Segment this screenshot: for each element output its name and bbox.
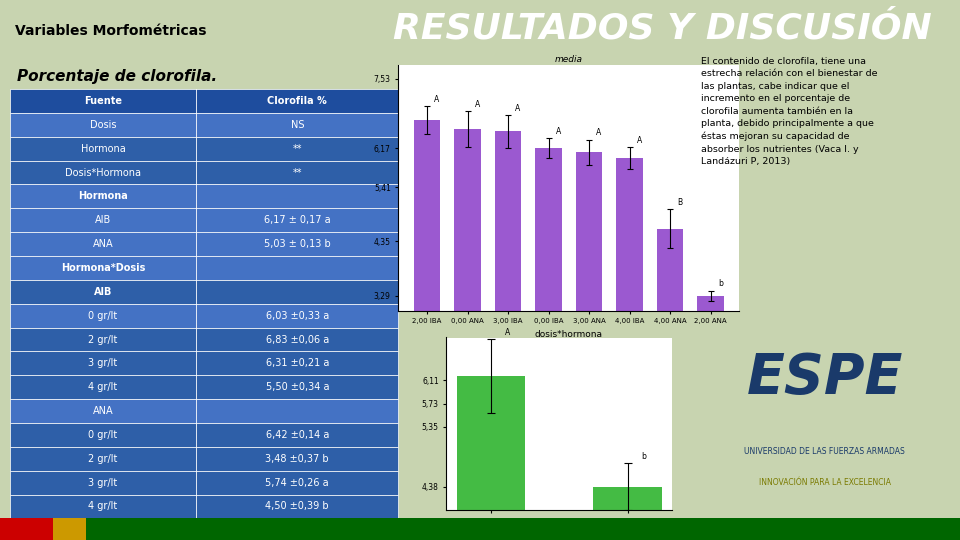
Bar [536,148,562,464]
FancyBboxPatch shape [10,280,398,303]
Text: El contenido de clorofila, tiene una
estrecha relación con el bienestar de
las p: El contenido de clorofila, tiene una est… [701,57,877,166]
Text: Hormona*Dosis: Hormona*Dosis [60,263,145,273]
Text: ESPE: ESPE [747,351,902,405]
FancyBboxPatch shape [10,447,398,471]
Text: A: A [475,100,480,109]
Text: Clorofila %: Clorofila % [268,96,327,106]
Text: A: A [516,104,520,113]
FancyBboxPatch shape [10,256,398,280]
FancyBboxPatch shape [10,495,398,518]
Text: 6,17 ± 0,17 a: 6,17 ± 0,17 a [264,215,330,225]
Text: b: b [641,452,646,461]
Bar [697,296,724,464]
Bar [576,152,602,464]
FancyBboxPatch shape [10,185,398,208]
Text: 2 gr/lt: 2 gr/lt [88,334,117,345]
Text: 4,50 ±0,39 b: 4,50 ±0,39 b [266,502,329,511]
Bar [657,228,684,464]
FancyBboxPatch shape [10,352,398,375]
Text: 0 gr/lt: 0 gr/lt [88,310,117,321]
Text: A: A [596,129,602,138]
Text: B: B [678,198,683,207]
Text: INNOVACIÓN PARA LA EXCELENCIA: INNOVACIÓN PARA LA EXCELENCIA [758,478,891,487]
FancyBboxPatch shape [10,232,398,256]
Text: AIB: AIB [95,215,111,225]
Text: ANA: ANA [92,406,113,416]
Text: 5,50 ±0,34 a: 5,50 ±0,34 a [266,382,329,392]
Bar [414,120,441,464]
Text: 6,83 ±0,06 a: 6,83 ±0,06 a [266,334,329,345]
Text: 5,74 ±0,26 a: 5,74 ±0,26 a [266,477,329,488]
Text: 3,48 ±0,37 b: 3,48 ±0,37 b [266,454,329,464]
Bar [593,487,661,540]
Bar [457,376,525,540]
Text: A: A [556,127,561,136]
Bar [454,129,481,464]
Text: 4 gr/lt: 4 gr/lt [88,382,117,392]
FancyBboxPatch shape [10,423,398,447]
FancyBboxPatch shape [86,518,960,540]
Text: A: A [434,94,440,104]
Bar [616,158,642,464]
Text: 6,31 ±0,21 a: 6,31 ±0,21 a [266,359,329,368]
X-axis label: dosis*hormona: dosis*hormona [535,330,603,339]
Text: A: A [505,328,510,337]
Text: Porcentaje de clorofila.: Porcentaje de clorofila. [17,69,217,84]
Text: Fuente: Fuente [84,96,122,106]
FancyBboxPatch shape [10,471,398,495]
Text: 6,03 ±0,33 a: 6,03 ±0,33 a [266,310,329,321]
FancyBboxPatch shape [10,137,398,160]
FancyBboxPatch shape [10,89,398,113]
Text: 0 gr/lt: 0 gr/lt [88,430,117,440]
Text: **: ** [293,167,302,178]
Text: **: ** [293,144,302,154]
Text: 5,03 ± 0,13 b: 5,03 ± 0,13 b [264,239,330,249]
Text: A: A [636,136,642,145]
Text: Variables Morfométricas: Variables Morfométricas [14,24,206,38]
FancyBboxPatch shape [10,399,398,423]
Text: Hormona: Hormona [81,144,126,154]
Text: AIB: AIB [94,287,112,297]
Text: 3 gr/lt: 3 gr/lt [88,477,117,488]
FancyBboxPatch shape [10,303,398,328]
Text: UNIVERSIDAD DE LAS FUERZAS ARMADAS: UNIVERSIDAD DE LAS FUERZAS ARMADAS [744,447,905,456]
Text: 6,42 ±0,14 a: 6,42 ±0,14 a [266,430,329,440]
Bar [495,131,521,464]
Text: RESULTADOS Y DISCUSIÓN: RESULTADOS Y DISCUSIÓN [393,11,932,45]
FancyBboxPatch shape [0,518,53,540]
Text: Hormona: Hormona [78,191,128,201]
FancyBboxPatch shape [10,113,398,137]
Text: 3 gr/lt: 3 gr/lt [88,359,117,368]
FancyBboxPatch shape [53,518,86,540]
Text: b: b [718,280,723,288]
Text: ANA: ANA [92,239,113,249]
FancyBboxPatch shape [10,328,398,352]
X-axis label: hormona: hormona [539,532,580,540]
Text: Dosis: Dosis [89,120,116,130]
Text: 2 gr/lt: 2 gr/lt [88,454,117,464]
Text: NS: NS [291,120,304,130]
Text: Dosis*Hormona: Dosis*Hormona [65,167,141,178]
FancyBboxPatch shape [10,375,398,399]
FancyBboxPatch shape [10,160,398,185]
FancyBboxPatch shape [10,208,398,232]
Title: media: media [555,55,583,64]
Text: 4 gr/lt: 4 gr/lt [88,502,117,511]
